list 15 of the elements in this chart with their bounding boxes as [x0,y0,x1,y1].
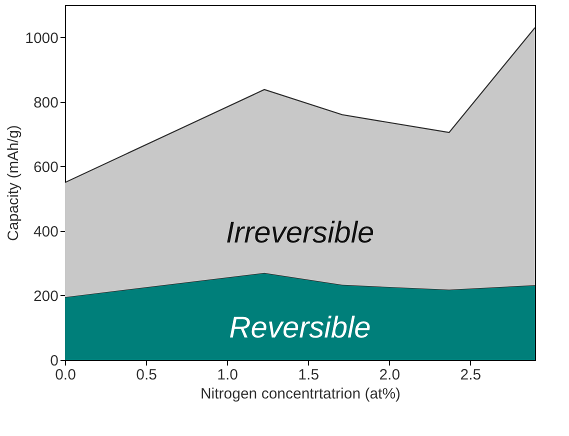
x-tick-label: 1.0 [217,366,238,384]
x-tick-label: 2.0 [379,366,400,384]
series-label: Irreversible [226,216,374,250]
y-tick-label: 800 [33,94,58,112]
x-axis-title: Nitrogen concentrtatrion (at%) [200,386,401,402]
x-tick-label: 0.5 [136,366,157,384]
x-tick-label: 2.5 [460,366,482,384]
y-tick-label: 400 [33,223,58,240]
x-tick-label: 1.5 [298,366,320,384]
y-tick-label: 200 [33,288,58,305]
y-tick-label: 0 [50,352,58,370]
x-tick-label: 0.0 [55,366,76,384]
y-tick-label: 600 [33,158,58,176]
y-axis-title: Capacity (mAh/g) [5,125,22,241]
y-tick-label: 1000 [25,30,58,47]
